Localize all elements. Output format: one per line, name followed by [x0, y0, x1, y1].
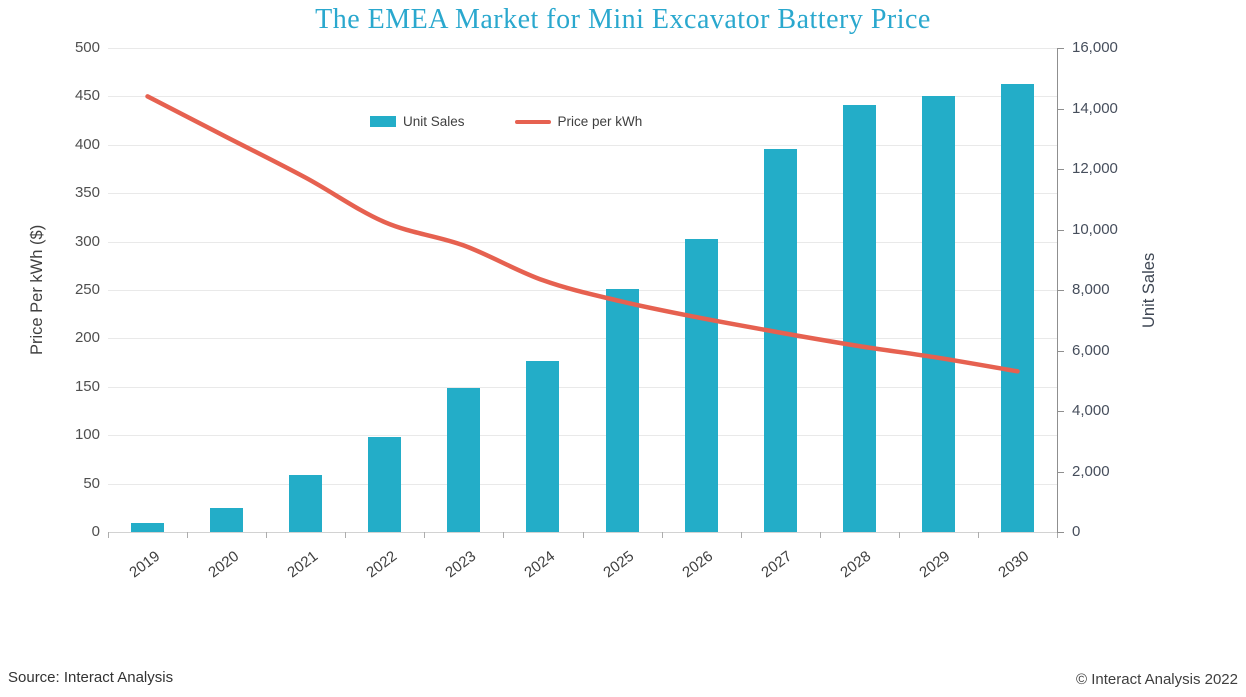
left-axis-tick-label: 0	[91, 523, 100, 540]
right-axis-tick-label: 2,000	[1072, 462, 1110, 480]
legend-label-unit-sales: Unit Sales	[403, 114, 465, 129]
right-axis-tick	[1057, 229, 1064, 231]
price-per-kwh-path	[145, 94, 1020, 374]
line-swatch-icon	[514, 119, 551, 124]
x-axis-tick	[503, 532, 505, 538]
bar-unit-sales	[526, 361, 560, 532]
right-axis-tick	[1057, 108, 1064, 110]
bar-unit-sales	[289, 474, 323, 532]
left-axis-tick-label: 50	[83, 474, 100, 492]
gridline	[108, 96, 1057, 98]
right-axis-tick	[1057, 411, 1064, 412]
x-axis-category-label: 2023	[442, 547, 480, 582]
x-axis-category-label: 2028	[837, 547, 875, 582]
gridline	[108, 435, 1057, 437]
right-axis-tick	[1057, 532, 1064, 533]
right-axis-tick-label: 16,000	[1072, 39, 1118, 56]
right-axis-title: Unit Sales	[1140, 252, 1158, 328]
x-axis-tick	[266, 532, 268, 538]
left-axis-tick-label: 100	[74, 426, 100, 444]
x-axis-tick	[345, 532, 347, 538]
right-axis-tick-label: 0	[1072, 523, 1081, 540]
bar-unit-sales	[684, 238, 718, 532]
gridline	[108, 386, 1057, 388]
x-axis-tick	[424, 532, 426, 538]
x-axis-category-label: 2022	[363, 547, 400, 582]
bar-unit-sales	[605, 288, 639, 532]
gridline	[108, 483, 1057, 485]
chart-title: The EMEA Market for Mini Excavator Batte…	[315, 4, 931, 35]
right-axis-tick	[1057, 290, 1064, 291]
x-axis-category-label: 2024	[521, 547, 559, 582]
gridline	[108, 338, 1057, 340]
x-axis-tick	[661, 532, 663, 538]
x-axis-tick	[1057, 532, 1058, 538]
x-axis-tick	[740, 532, 742, 538]
x-axis-tick	[187, 532, 189, 538]
source-note: Source: Interact Analysis	[8, 669, 174, 686]
x-axis-category-label: 2019	[125, 547, 163, 582]
x-axis-tick	[582, 532, 584, 538]
bar-unit-sales	[131, 522, 165, 532]
copyright-note: © Interact Analysis 2022	[1076, 671, 1238, 688]
legend-item-unit-sales: Unit Sales	[370, 114, 465, 129]
left-axis-tick-label: 250	[74, 281, 100, 298]
right-axis-tick-label: 6,000	[1072, 341, 1110, 359]
bar-unit-sales	[368, 436, 402, 532]
bar-unit-sales	[447, 388, 481, 532]
bar-swatch-icon	[370, 116, 396, 127]
legend-label-price-per-kwh: Price per kWh	[557, 114, 643, 129]
right-axis-tick	[1057, 350, 1064, 352]
x-axis-category-label: 2029	[916, 547, 954, 582]
right-axis-tick	[1057, 471, 1064, 473]
left-axis-tick-label: 400	[74, 135, 100, 153]
right-axis-tick-label: 8,000	[1072, 281, 1110, 298]
right-axis-tick-label: 12,000	[1072, 160, 1118, 177]
price-per-kwh-line	[145, 94, 1020, 374]
bar-unit-sales	[842, 105, 876, 532]
left-axis-tick-label: 500	[74, 39, 100, 56]
x-axis-category-label: 2027	[758, 547, 796, 582]
bar-unit-sales	[1000, 84, 1034, 532]
right-axis-tick-label: 14,000	[1072, 99, 1118, 117]
plot-area	[108, 48, 1064, 538]
right-axis-tick	[1057, 48, 1064, 49]
x-axis-category-label: 2025	[600, 547, 638, 582]
left-axis-tick-label: 450	[74, 87, 100, 105]
x-axis-category-label: 2021	[284, 547, 321, 582]
x-axis-category-label: 2026	[679, 547, 717, 582]
gridline	[108, 144, 1057, 146]
legend: Unit Sales Price per kWh	[370, 114, 642, 129]
x-axis-tick	[819, 532, 821, 538]
right-axis-tick	[1057, 169, 1064, 170]
x-axis-tick	[898, 532, 900, 538]
bar-unit-sales	[763, 149, 797, 532]
bar-unit-sales	[210, 507, 244, 532]
gridline	[108, 48, 1057, 49]
right-axis-tick-label: 10,000	[1072, 220, 1118, 238]
right-axis-tick-label: 4,000	[1072, 402, 1110, 419]
x-axis-tick	[108, 532, 109, 538]
left-axis-tick-label: 350	[74, 184, 100, 202]
left-axis-tick-label: 200	[74, 329, 100, 347]
gridline	[108, 241, 1057, 243]
x-axis-category-label: 2020	[204, 547, 242, 582]
legend-item-price-per-kwh: Price per kWh	[514, 114, 643, 129]
x-axis-category-label: 2030	[995, 547, 1033, 582]
gridline	[108, 193, 1057, 195]
x-axis-tick	[977, 532, 979, 538]
bar-unit-sales	[921, 96, 955, 532]
left-axis-tick-label: 150	[74, 377, 100, 395]
left-axis-tick-label: 300	[74, 232, 100, 250]
